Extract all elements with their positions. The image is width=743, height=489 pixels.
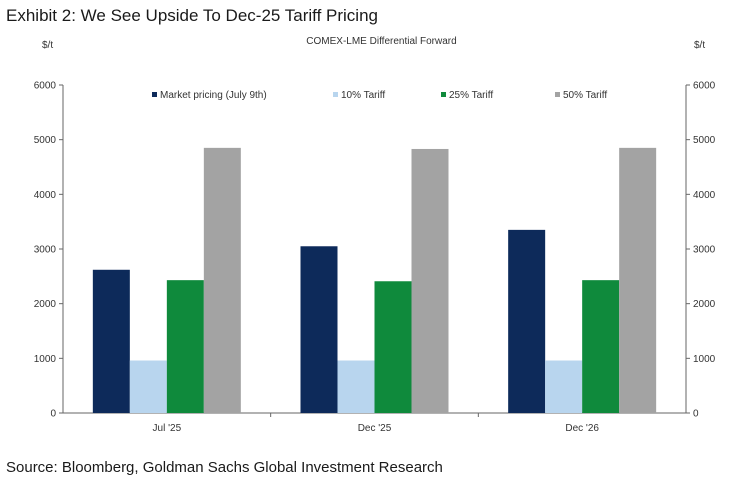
- bar: [619, 147, 657, 413]
- y-tick-label-right: 2000: [693, 299, 716, 310]
- y-tick-label-left: 3000: [34, 245, 57, 256]
- legend-label: 50% Tariff: [563, 90, 607, 101]
- legend-swatch: [333, 92, 338, 97]
- left-axis-unit: $/t: [42, 40, 54, 51]
- y-tick-label-right: 4000: [693, 190, 716, 201]
- bar: [545, 360, 583, 413]
- bar: [129, 360, 167, 413]
- chart-subtitle: COMEX-LME Differential Forward: [306, 36, 457, 47]
- bar: [300, 246, 338, 413]
- legend-swatch: [441, 92, 446, 97]
- legend-label: 10% Tariff: [341, 90, 385, 101]
- y-tick-label-left: 2000: [34, 299, 57, 310]
- bar: [411, 148, 449, 413]
- legend-label: 25% Tariff: [449, 90, 493, 101]
- y-tick-label-right: 3000: [693, 245, 716, 256]
- bar: [374, 281, 412, 413]
- legend-swatch: [555, 92, 560, 97]
- y-tick-label-left: 1000: [34, 354, 57, 365]
- source-note: Source: Bloomberg, Goldman Sachs Global …: [6, 459, 443, 476]
- y-tick-label-right: 5000: [693, 135, 716, 146]
- exhibit-title: Exhibit 2: We See Upside To Dec-25 Tarif…: [6, 6, 378, 25]
- bar: [203, 147, 241, 413]
- x-tick-label: Dec '25: [358, 423, 392, 434]
- x-tick-label: Dec '26: [565, 423, 599, 434]
- right-axis-unit: $/t: [694, 40, 706, 51]
- legend-swatch: [152, 92, 157, 97]
- y-tick-label-right: 0: [693, 409, 699, 420]
- y-tick-label-right: 6000: [693, 81, 716, 92]
- y-tick-label-left: 5000: [34, 135, 57, 146]
- legend-label: Market pricing (July 9th): [160, 90, 267, 101]
- bar: [166, 280, 204, 413]
- x-tick-label: Jul '25: [153, 423, 182, 434]
- y-tick-label-right: 1000: [693, 354, 716, 365]
- bar: [92, 269, 130, 413]
- y-tick-label-left: 0: [50, 409, 56, 420]
- bar: [337, 360, 375, 413]
- y-tick-label-left: 4000: [34, 190, 57, 201]
- y-tick-label-left: 6000: [34, 81, 57, 92]
- bar: [508, 229, 546, 413]
- bar: [582, 280, 620, 413]
